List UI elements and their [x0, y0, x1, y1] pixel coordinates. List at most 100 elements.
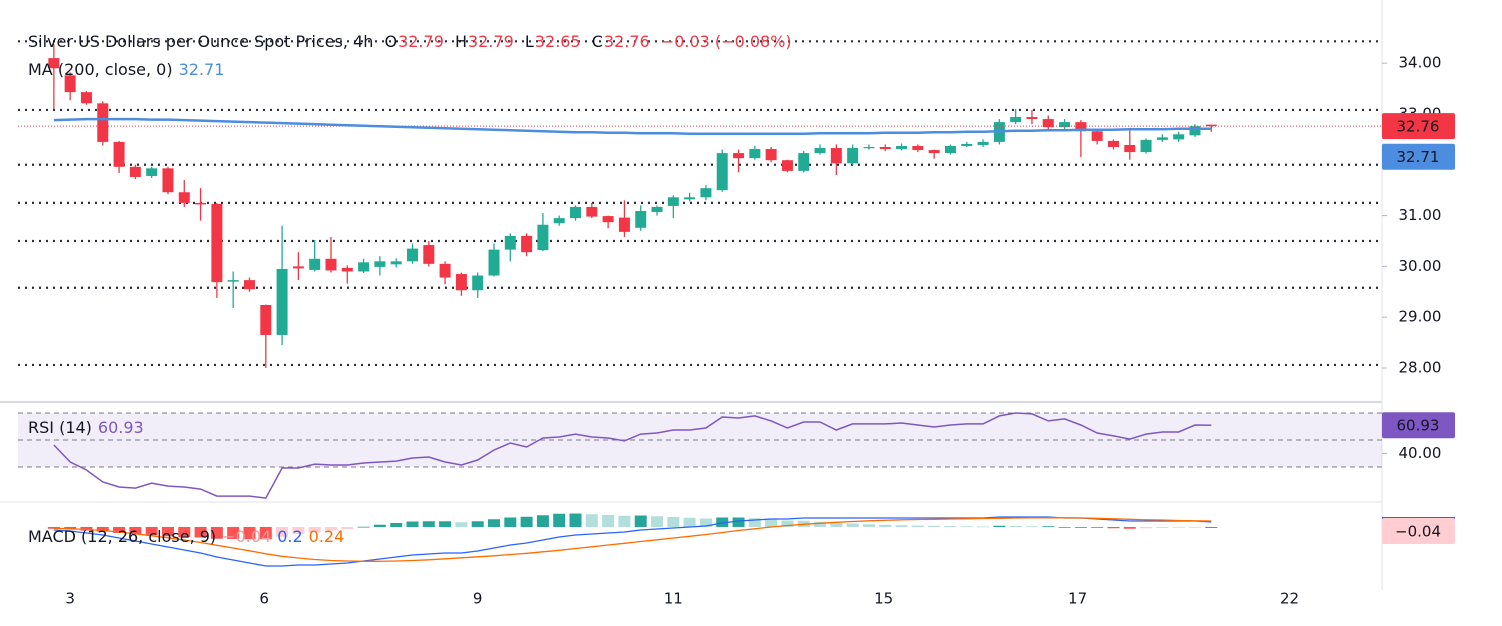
candle-body [944, 145, 956, 154]
histogram-bar [569, 513, 582, 527]
last-price-label: 32.76 [1397, 118, 1440, 136]
histogram-bar [276, 527, 289, 537]
histogram-bar [1205, 527, 1218, 528]
x-tick-label: 11 [664, 590, 683, 608]
candle-body [961, 143, 973, 146]
histogram-bar [292, 527, 305, 534]
candle-body [1124, 144, 1136, 153]
candle-body [129, 166, 141, 177]
histogram-bar [406, 521, 419, 527]
x-tick-label: 17 [1068, 590, 1087, 608]
candle-body [1091, 131, 1103, 141]
histogram-bar [765, 519, 778, 527]
histogram-bar [895, 525, 908, 527]
x-tick-label: 6 [259, 590, 269, 608]
legend-value: 32.79 [398, 32, 444, 51]
candle-body [64, 75, 76, 93]
candle-body [537, 224, 549, 251]
candle-body [635, 211, 647, 228]
candle-body [211, 203, 223, 283]
candle-body [488, 249, 500, 276]
histogram-bar [243, 527, 256, 540]
candle-body [553, 218, 565, 224]
rsi-line [53, 412, 1212, 499]
y-tick-label: 30.00 [1399, 257, 1442, 275]
histogram-bar [178, 527, 191, 537]
histogram-bar [911, 525, 924, 527]
macd-value: 0.2 [277, 527, 303, 546]
change: −0.03 (−0.08%) [660, 32, 792, 51]
candle-body [162, 168, 174, 193]
candle-body [716, 153, 728, 191]
y-tick-label: 34.00 [1399, 54, 1442, 72]
ma-title: MA (200, close, 0) [28, 60, 173, 79]
candle-body [439, 263, 451, 278]
candle-body [504, 235, 516, 250]
candle-body [227, 280, 239, 282]
histogram-bar [585, 514, 598, 527]
candle-body [325, 258, 337, 271]
candle-body [733, 153, 745, 159]
histogram-bar [536, 515, 549, 527]
ma-line [53, 117, 1212, 136]
histogram-bar [1009, 526, 1022, 527]
candle-body [406, 248, 418, 262]
histogram-bar [1123, 527, 1136, 529]
histogram-bar [879, 524, 892, 527]
histogram-bar [618, 515, 631, 527]
histogram-bar [960, 526, 973, 528]
histogram-bar [439, 521, 452, 527]
x-tick-label: 3 [65, 590, 75, 608]
candle-body [276, 268, 288, 335]
histogram-bar [373, 524, 386, 527]
histogram-bar [194, 527, 207, 538]
symbol-title: Silver US Dollars per Ounce Spot Prices,… [28, 32, 374, 51]
rsi-legend: RSI (14) 60.93 [28, 418, 150, 438]
candle-body [928, 150, 940, 154]
legend-value: 32.65 [534, 32, 581, 51]
hist-value: −0.04 [222, 527, 272, 546]
candle-body [570, 206, 582, 219]
macd-legend: MACD (12, 26, close, 9) −0.04 0.2 0.24 [28, 527, 350, 547]
candle-body [243, 280, 255, 290]
candle-body [830, 148, 842, 164]
candle-body [586, 206, 598, 217]
histogram-bar [814, 521, 827, 527]
histogram-bar [781, 520, 794, 527]
candle-body [178, 192, 190, 203]
candle-body [292, 266, 304, 269]
candle-body [879, 147, 891, 150]
candle-body [309, 258, 321, 270]
histogram-bar [716, 517, 729, 527]
last-price-box [1382, 113, 1455, 140]
candle-body [602, 216, 614, 223]
histogram-bar [748, 518, 761, 527]
price-legend: Silver US Dollars per Ounce Spot Prices,… [28, 32, 798, 52]
candle-body [374, 261, 386, 267]
histogram-bar [145, 527, 158, 536]
x-tick-label: 15 [874, 590, 893, 608]
ma-price-box [1382, 143, 1455, 170]
ma-value: 32.71 [178, 60, 225, 79]
candle-body [358, 262, 370, 272]
candle-body [684, 197, 696, 200]
candle-body [977, 141, 989, 145]
histogram-bar [341, 527, 354, 529]
histogram-bar [422, 521, 435, 527]
histogram-bar [944, 526, 957, 527]
legend-key: C [591, 32, 603, 51]
histogram-bar [699, 518, 712, 527]
candle-body [195, 202, 207, 205]
legend-value: 32.79 [468, 32, 514, 51]
histogram-bar [259, 527, 272, 540]
candle-body [847, 148, 859, 164]
histogram-bar [667, 517, 680, 527]
histogram-bar [96, 527, 109, 532]
histogram-bar [1025, 526, 1038, 528]
candle-body [1205, 124, 1217, 127]
rsi-title: RSI (14) [28, 418, 92, 437]
histogram-bar [455, 522, 468, 527]
histogram-bar [129, 527, 142, 535]
candle-body [390, 261, 402, 265]
